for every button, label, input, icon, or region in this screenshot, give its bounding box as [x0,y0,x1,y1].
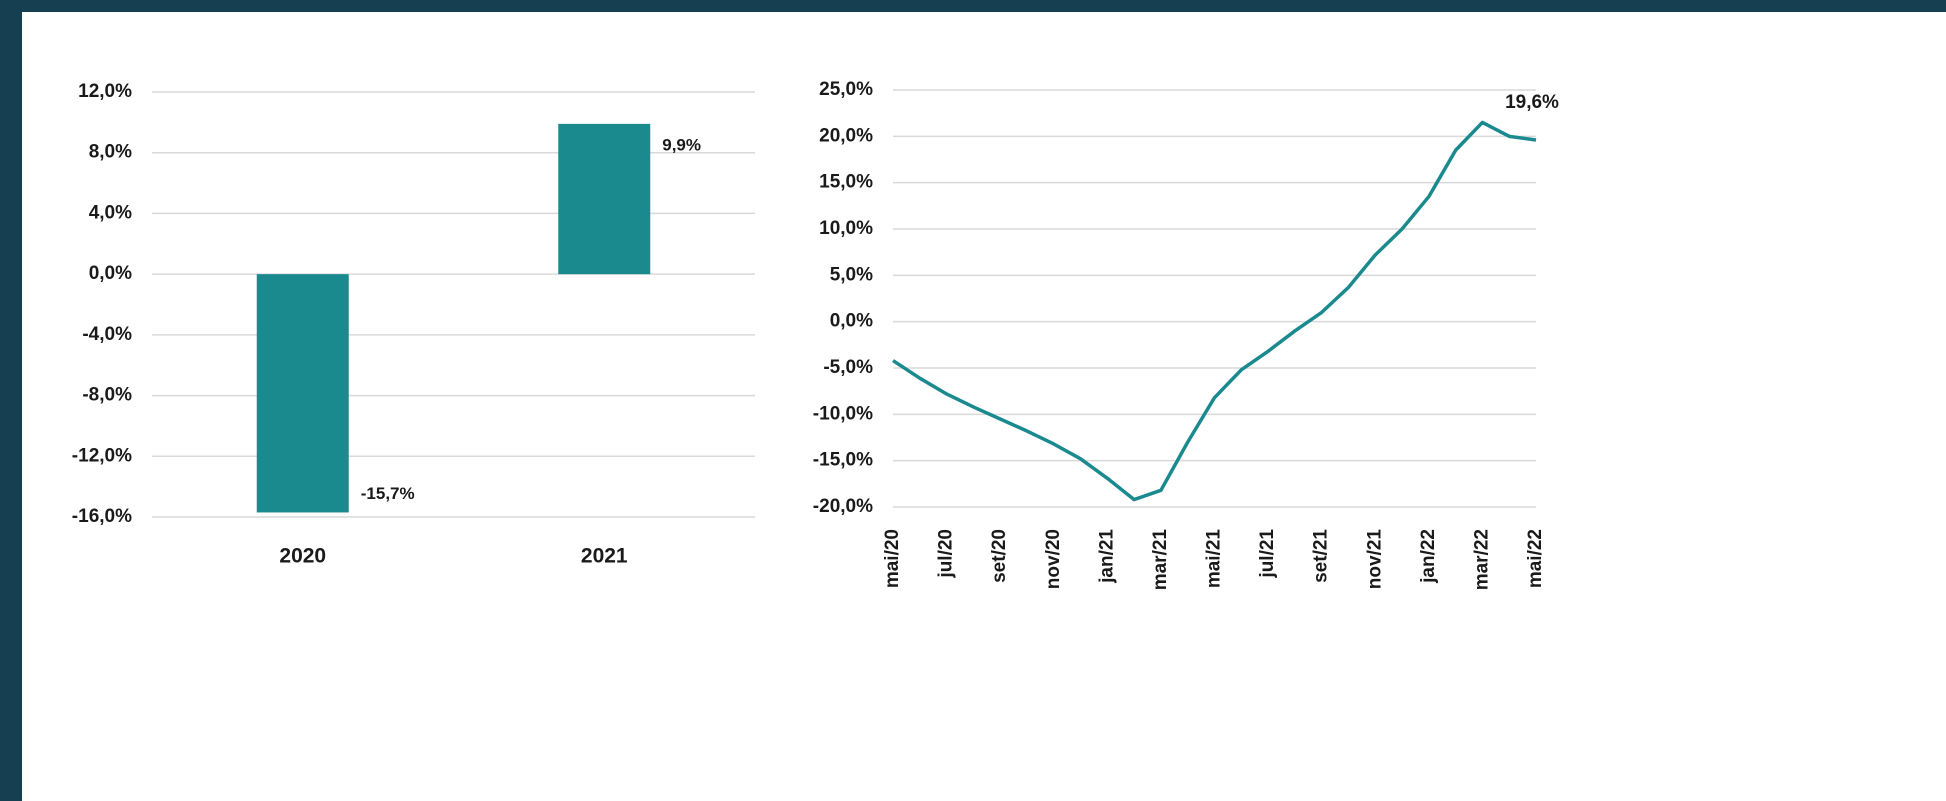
y-tick-label: 5,0% [830,264,873,285]
y-tick-label: -5,0% [823,357,873,378]
y-tick-label: 0,0% [89,263,132,284]
x-tick-label: nov/20 [1043,529,1064,589]
y-tick-label: 4,0% [89,202,132,223]
x-tick-label: 2020 [279,545,326,568]
y-tick-label: 15,0% [819,172,873,193]
y-tick-label: 20,0% [819,125,873,146]
y-tick-label: -12,0% [72,445,132,466]
y-tick-label: -8,0% [82,385,132,406]
y-tick-label: 25,0% [819,79,873,100]
x-tick-label: set/20 [989,529,1010,583]
x-tick-label: mai/21 [1204,529,1225,589]
x-tick-label: mar/22 [1471,529,1492,590]
y-tick-label: 10,0% [819,218,873,239]
bar [256,274,349,513]
line [892,120,1537,502]
x-tick-label: nov/21 [1364,529,1385,590]
x-tick-label: jul/21 [1257,529,1278,579]
y-tick-label: 0,0% [830,311,873,332]
y-tick-label: -16,0% [72,506,132,527]
data-label: 19,6% [1505,92,1559,113]
x-tick-label: mai/22 [1525,529,1546,588]
bar [558,123,651,275]
data-label: -15,7% [361,484,415,503]
y-tick-label: -15,0% [813,450,873,471]
y-tick-label: 12,0% [78,81,132,102]
x-tick-label: 2021 [581,545,628,568]
x-tick-label: jul/20 [936,529,957,579]
y-tick-label: -20,0% [813,496,873,517]
y-tick-label: 8,0% [89,142,132,163]
x-tick-label: set/21 [1311,529,1332,583]
x-tick-label: mar/21 [1150,529,1171,591]
x-tick-label: mai/20 [882,529,903,588]
y-tick-label: -4,0% [82,324,132,345]
x-tick-label: jan/22 [1418,529,1439,584]
y-tick-label: -10,0% [813,403,873,424]
data-label: 9,9% [662,135,701,154]
x-tick-label: jan/21 [1096,529,1117,584]
